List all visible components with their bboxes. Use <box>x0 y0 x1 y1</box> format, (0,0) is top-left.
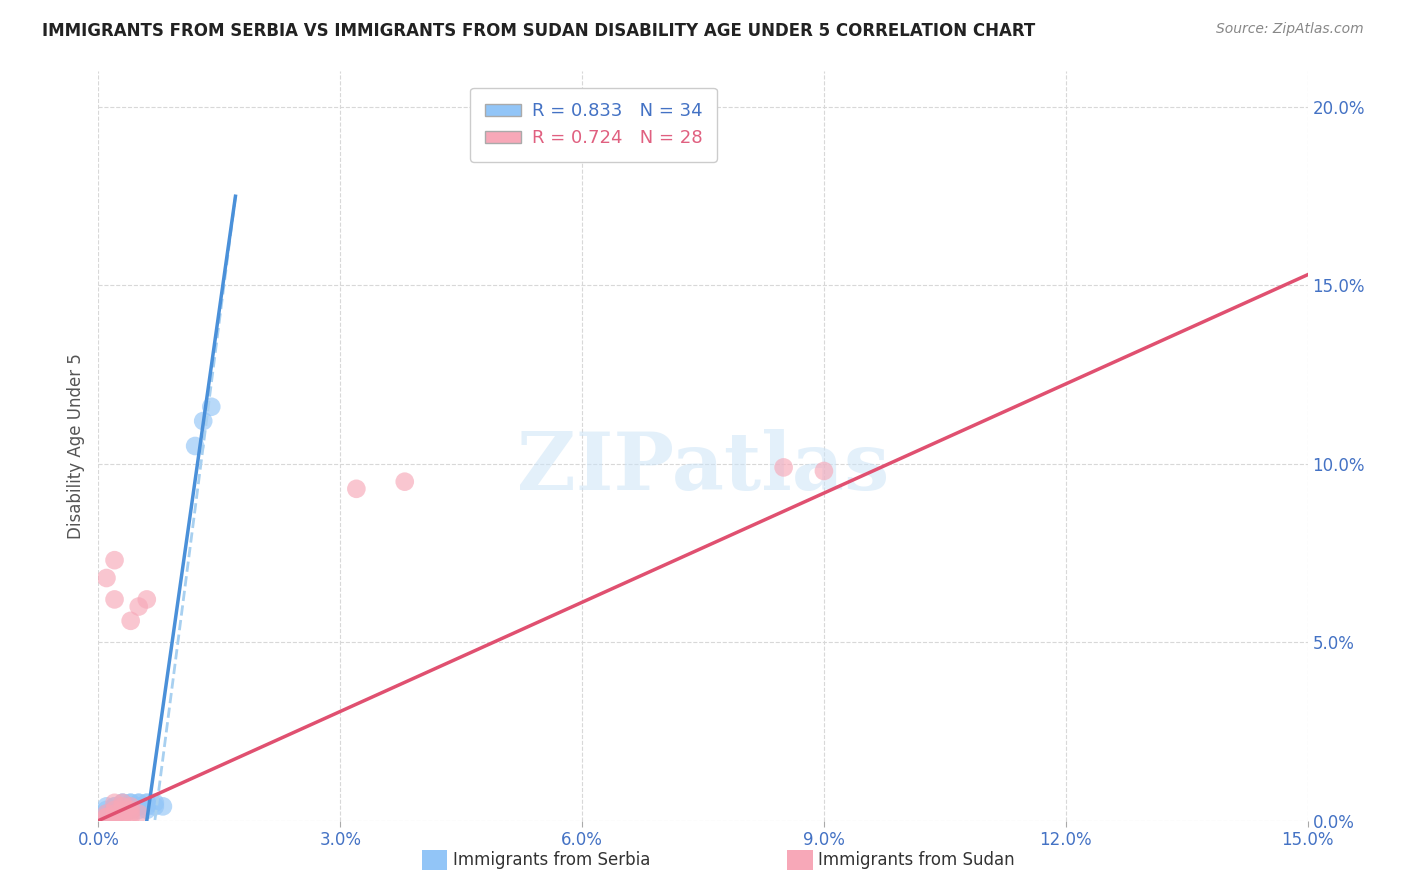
Text: ZIPatlas: ZIPatlas <box>517 429 889 508</box>
Point <box>111 803 134 817</box>
Point <box>103 799 125 814</box>
Point <box>120 799 142 814</box>
Point <box>193 414 215 428</box>
Point <box>111 796 134 810</box>
Point <box>184 439 207 453</box>
Point <box>96 810 118 824</box>
Point <box>135 796 157 810</box>
Point <box>111 799 134 814</box>
Point <box>120 796 142 810</box>
Point <box>128 796 150 810</box>
Point <box>120 806 142 821</box>
Point <box>96 806 118 821</box>
Point <box>128 796 150 810</box>
Point <box>103 806 125 821</box>
Point <box>135 796 157 810</box>
Point <box>152 799 174 814</box>
Point <box>103 799 125 814</box>
Point <box>135 799 157 814</box>
Point <box>120 796 142 810</box>
Text: IMMIGRANTS FROM SERBIA VS IMMIGRANTS FROM SUDAN DISABILITY AGE UNDER 5 CORRELATI: IMMIGRANTS FROM SERBIA VS IMMIGRANTS FRO… <box>42 22 1035 40</box>
Point <box>143 799 166 814</box>
Point <box>772 460 794 475</box>
Point <box>111 799 134 814</box>
Point <box>103 806 125 821</box>
Point <box>120 803 142 817</box>
Point <box>135 803 157 817</box>
Text: Immigrants from Sudan: Immigrants from Sudan <box>818 851 1015 869</box>
Point <box>200 400 222 414</box>
Point <box>344 482 367 496</box>
Point <box>96 810 118 824</box>
Point <box>96 810 118 824</box>
Point <box>111 803 134 817</box>
Point <box>128 799 150 814</box>
Point <box>103 796 125 810</box>
Point <box>813 464 835 478</box>
Point <box>111 796 134 810</box>
Y-axis label: Disability Age Under 5: Disability Age Under 5 <box>66 353 84 539</box>
Point <box>96 810 118 824</box>
Text: Immigrants from Serbia: Immigrants from Serbia <box>453 851 650 869</box>
Point <box>128 599 150 614</box>
Point <box>103 810 125 824</box>
Point <box>103 553 125 567</box>
Point <box>96 806 118 821</box>
Point <box>143 796 166 810</box>
Point <box>103 803 125 817</box>
Point <box>96 799 118 814</box>
Point <box>103 810 125 824</box>
Legend: R = 0.833   N = 34, R = 0.724   N = 28: R = 0.833 N = 34, R = 0.724 N = 28 <box>470 88 717 161</box>
Point <box>120 799 142 814</box>
Point <box>111 810 134 824</box>
Point <box>103 803 125 817</box>
Point <box>120 799 142 814</box>
Point <box>96 803 118 817</box>
Point <box>394 475 416 489</box>
Point <box>103 810 125 824</box>
Point <box>111 799 134 814</box>
Point <box>120 803 142 817</box>
Text: Source: ZipAtlas.com: Source: ZipAtlas.com <box>1216 22 1364 37</box>
Point <box>128 803 150 817</box>
Point <box>103 592 125 607</box>
Point <box>111 796 134 810</box>
Point <box>111 806 134 821</box>
Point <box>135 592 157 607</box>
Point <box>120 810 142 824</box>
Point <box>96 571 118 585</box>
Point <box>128 806 150 821</box>
Point <box>120 614 142 628</box>
